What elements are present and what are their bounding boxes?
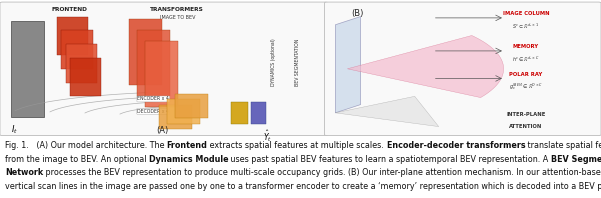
Bar (231, 102, 248, 124)
Text: $h^c \in \mathbb{R}^{d_1 \times C}$: $h^c \in \mathbb{R}^{d_1 \times C}$ (512, 54, 540, 64)
Bar (70, 58, 101, 96)
FancyBboxPatch shape (325, 2, 601, 136)
FancyBboxPatch shape (0, 2, 328, 136)
Bar (11, 21, 44, 117)
Text: MEMORY: MEMORY (513, 44, 539, 49)
Bar (159, 105, 192, 129)
Text: IMAGE TO BEV: IMAGE TO BEV (159, 15, 195, 20)
Text: FRONTEND: FRONTEND (51, 7, 87, 12)
Text: vertical scan lines in the image are passed one by one to a transformer encoder : vertical scan lines in the image are pas… (5, 182, 601, 191)
Text: $\hat{Y}_t$: $\hat{Y}_t$ (263, 128, 272, 144)
Text: DYNAMICS (optional): DYNAMICS (optional) (271, 38, 276, 86)
Polygon shape (335, 96, 439, 127)
Text: Frontend: Frontend (166, 141, 207, 150)
Text: $g^{(BEV)}_c \in \mathbb{R}^{D \times C}$: $g^{(BEV)}_c \in \mathbb{R}^{D \times C}… (509, 81, 543, 92)
Bar (167, 99, 200, 124)
Text: translate spatial features: translate spatial features (525, 141, 601, 150)
Text: POLAR RAY: POLAR RAY (509, 72, 543, 77)
Text: ENCODER x 4: ENCODER x 4 (138, 96, 169, 101)
Text: INTER-PLANE: INTER-PLANE (506, 112, 546, 117)
Text: $I_t$: $I_t$ (11, 124, 18, 136)
Text: processes the BEV representation to produce multi-scale occupancy grids. (B) Our: processes the BEV representation to prod… (43, 168, 601, 177)
Text: Network: Network (5, 168, 43, 177)
Bar (66, 44, 97, 83)
Text: (A) Our model architecture. The: (A) Our model architecture. The (29, 141, 166, 150)
Text: $S^c \subset \mathbb{R}^{d_1 \times 1}$: $S^c \subset \mathbb{R}^{d_1 \times 1}$ (512, 22, 540, 31)
Polygon shape (335, 16, 361, 113)
Bar (61, 30, 93, 69)
Text: BEV SEGMENTATION: BEV SEGMENTATION (295, 38, 300, 86)
Text: TRANSFORMERS: TRANSFORMERS (150, 7, 204, 12)
Bar (145, 41, 178, 107)
Text: ATTENTION: ATTENTION (509, 124, 543, 129)
Bar (57, 16, 88, 55)
Polygon shape (347, 35, 504, 98)
Text: BEV Segmentation: BEV Segmentation (551, 154, 601, 164)
Text: uses past spatial BEV features to learn a spatiotemporal BEV representation. A: uses past spatial BEV features to learn … (228, 154, 551, 164)
Text: DECODER x 4: DECODER x 4 (137, 109, 169, 114)
Bar (129, 19, 162, 85)
Bar (175, 94, 208, 118)
Text: from the image to BEV. An optional: from the image to BEV. An optional (5, 154, 149, 164)
Text: Dynamics Module: Dynamics Module (149, 154, 228, 164)
Text: (A): (A) (156, 126, 168, 135)
Text: Fig. 1.: Fig. 1. (5, 141, 29, 150)
Text: IMAGE COLUMN: IMAGE COLUMN (502, 11, 549, 16)
Bar (137, 30, 170, 96)
Text: Encoder-decoder transformers: Encoder-decoder transformers (386, 141, 525, 150)
Text: (B): (B) (352, 9, 364, 18)
Text: extracts spatial features at multiple scales.: extracts spatial features at multiple sc… (207, 141, 386, 150)
Bar (251, 102, 266, 124)
